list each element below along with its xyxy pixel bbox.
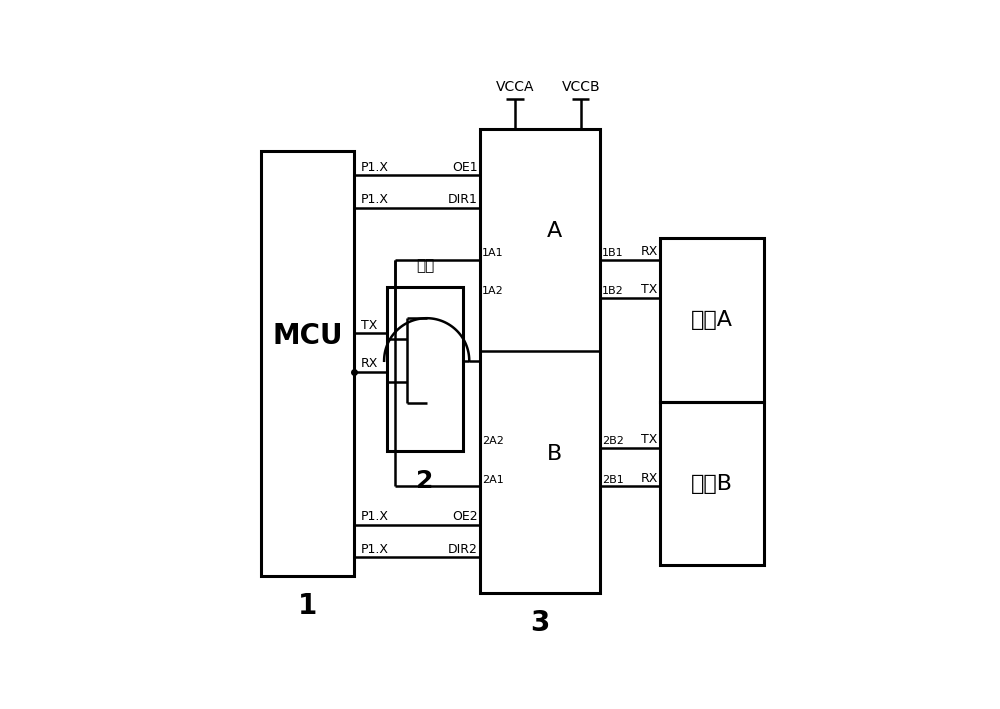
- Text: A: A: [547, 220, 562, 241]
- Text: 2A2: 2A2: [482, 437, 504, 447]
- Bar: [480, 129, 600, 593]
- Bar: [261, 150, 354, 576]
- Text: VCCA: VCCA: [496, 79, 534, 94]
- Text: TX: TX: [361, 319, 377, 332]
- Text: 1A2: 1A2: [482, 286, 504, 296]
- Text: P1.X: P1.X: [361, 542, 389, 556]
- Text: 2B1: 2B1: [602, 475, 624, 485]
- Text: 2A1: 2A1: [482, 475, 504, 485]
- Bar: [660, 402, 764, 566]
- Text: 1B1: 1B1: [602, 248, 624, 258]
- Text: 与门: 与门: [416, 258, 434, 273]
- Text: P1.X: P1.X: [361, 510, 389, 523]
- Text: 1: 1: [298, 593, 317, 620]
- Text: 从朼B: 从朼B: [691, 474, 733, 493]
- Text: TX: TX: [641, 284, 658, 296]
- Text: DIR1: DIR1: [448, 194, 478, 206]
- Text: 2: 2: [416, 469, 434, 493]
- Text: 从朼A: 从朼A: [691, 310, 733, 330]
- Text: RX: RX: [361, 357, 378, 370]
- Text: 2B2: 2B2: [602, 437, 624, 447]
- Text: RX: RX: [640, 245, 658, 258]
- Text: MCU: MCU: [273, 322, 343, 350]
- Text: P1.X: P1.X: [361, 160, 389, 174]
- Text: B: B: [547, 444, 562, 464]
- Text: P1.X: P1.X: [361, 194, 389, 206]
- Text: OE2: OE2: [452, 510, 478, 523]
- Text: 1A1: 1A1: [482, 248, 504, 258]
- Text: DIR2: DIR2: [448, 542, 478, 556]
- Text: OE1: OE1: [452, 160, 478, 174]
- Text: RX: RX: [640, 471, 658, 485]
- Text: 1B2: 1B2: [602, 286, 624, 296]
- Text: 3: 3: [530, 609, 549, 637]
- Bar: [387, 287, 463, 451]
- Bar: [660, 238, 764, 402]
- Text: VCCB: VCCB: [561, 79, 600, 94]
- Text: TX: TX: [641, 433, 658, 447]
